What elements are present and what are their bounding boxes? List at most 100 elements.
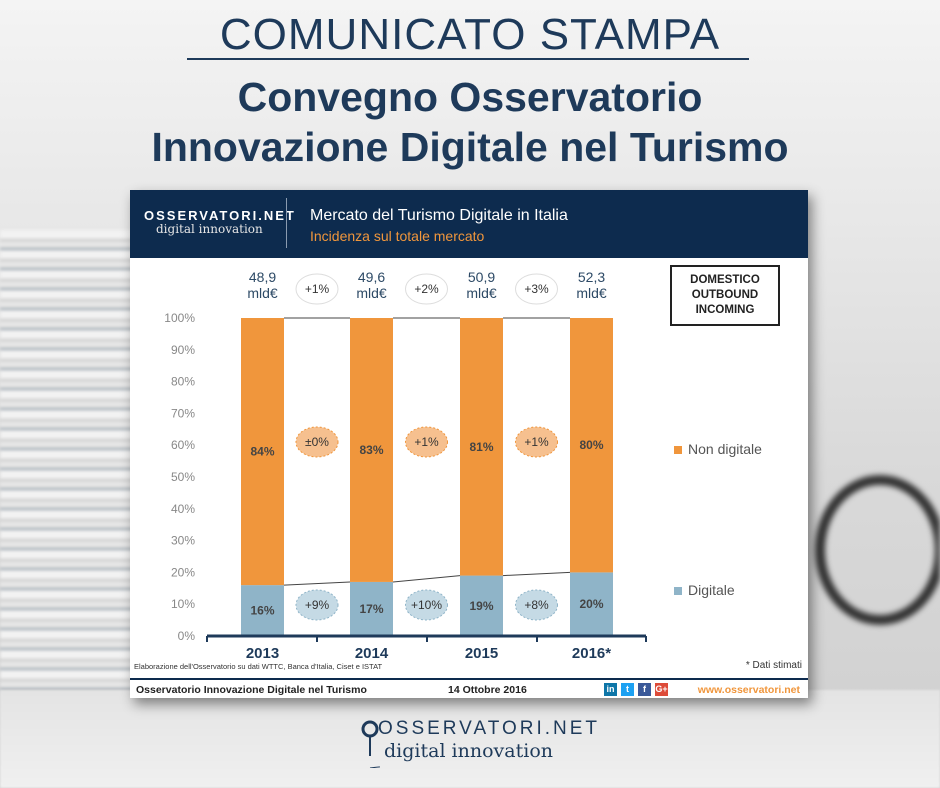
data-label-non-digitale: 84%: [250, 445, 274, 459]
background-paper: [0, 690, 940, 788]
y-tick-label: 30%: [171, 534, 195, 548]
total-unit: mld€: [247, 285, 278, 301]
non-digitale-growth-bubble: [295, 426, 339, 458]
bottom-logo-subtext: digital innovation: [384, 740, 553, 762]
x-tick-label: 2014: [355, 645, 389, 662]
digitale-growth-bubble: [405, 589, 448, 621]
y-tick-label: 60%: [171, 438, 195, 452]
background-newspapers: [0, 230, 140, 690]
bar-non-digitale: [350, 318, 393, 582]
data-label-non-digitale: 80%: [579, 438, 603, 452]
scope-outbound: OUTBOUND: [691, 289, 759, 301]
divider: [286, 198, 287, 248]
market-scope-box: DOMESTICO OUTBOUND INCOMING: [670, 265, 780, 326]
twitter-icon[interactable]: t: [621, 683, 634, 696]
bar-digitale: [241, 585, 284, 636]
data-label-digitale: 20%: [579, 597, 603, 611]
total-growth-bubble: [515, 273, 558, 305]
y-tick-label: 80%: [171, 375, 195, 389]
estimate-note: * Dati stimati: [745, 660, 802, 671]
pin-icon: [361, 720, 380, 768]
y-tick-label: 70%: [171, 406, 195, 420]
total-value: 49,6: [358, 269, 385, 285]
total-unit: mld€: [576, 285, 607, 301]
digitale-growth-label: +9%: [305, 598, 330, 612]
background-glasses: [815, 475, 940, 625]
connector-line: [502, 571, 571, 577]
legend-swatch: [674, 446, 682, 454]
bottom-logo-text: OSSERVATORI.NET: [378, 718, 601, 739]
scope-incoming: INCOMING: [695, 304, 755, 316]
digitale-growth-bubble: [295, 589, 339, 621]
chart-header: OSSERVATORI.NET digital innovation Merca…: [130, 190, 808, 258]
googleplus-icon[interactable]: G+: [655, 683, 668, 696]
bar-non-digitale: [241, 318, 284, 586]
legend-label: Digitale: [688, 582, 735, 598]
digitale-growth-bubble: [515, 589, 558, 621]
total-growth-bubble: [405, 273, 448, 305]
non-digitale-growth-bubble: [515, 426, 558, 458]
footer-event: Osservatorio Innovazione Digitale nel Tu…: [136, 684, 367, 696]
legend-swatch: [674, 587, 682, 595]
title-underline: [187, 58, 749, 60]
data-label-digitale: 19%: [469, 599, 493, 613]
chart-plot: 0% 10% 20% 30% 40% 50% 60% 70% 80% 90% 100% 16% 84% 4…: [164, 269, 647, 662]
bottom-logo: OSSERVATORI.NET digital innovation: [360, 718, 600, 778]
card-footer: Osservatorio Innovazione Digitale nel Tu…: [130, 678, 808, 698]
press-release-label: COMUNICATO STAMPA: [219, 10, 721, 59]
total-unit: mld€: [466, 285, 497, 301]
y-tick-label: 90%: [171, 343, 195, 357]
total-unit: mld€: [356, 285, 387, 301]
x-tick-label: 2016*: [572, 645, 611, 662]
total-growth-bubble: [295, 273, 339, 305]
bar-non-digitale: [570, 318, 613, 573]
connector-line: [392, 575, 461, 583]
non-digitale-growth-label: ±0%: [305, 435, 329, 449]
legend-digitale: Digitale: [674, 582, 735, 598]
digitale-growth-label: +8%: [524, 598, 549, 612]
data-label-non-digitale: 83%: [359, 443, 383, 457]
data-label-digitale: 17%: [359, 602, 383, 616]
source-note: Elaborazione dell'Osservatorio su dati W…: [134, 662, 383, 671]
y-tick-label: 0%: [178, 629, 196, 643]
bar-non-digitale: [460, 318, 503, 576]
logo-text: OSSERVATORI.NET: [144, 208, 296, 223]
data-label-non-digitale: 81%: [469, 440, 493, 454]
legend-non-digitale: Non digitale: [674, 441, 762, 457]
total-value: 48,9: [249, 269, 276, 285]
bar-digitale: [570, 572, 613, 636]
linkedin-icon[interactable]: in: [604, 683, 617, 696]
digitale-growth-label: +10%: [411, 598, 442, 612]
total-growth-label: +2%: [414, 282, 439, 296]
legend-label: Non digitale: [688, 441, 762, 457]
connector-line: [283, 581, 351, 586]
website-link[interactable]: www.osservatori.net: [697, 684, 800, 696]
total-growth-label: +3%: [524, 282, 549, 296]
chart-card: OSSERVATORI.NET digital innovation Merca…: [130, 190, 808, 698]
chart-subtitle: Incidenza sul totale mercato: [310, 228, 485, 244]
data-label-digitale: 16%: [250, 604, 274, 618]
logo-subtext: digital innovation: [156, 222, 263, 236]
bar-digitale: [350, 581, 393, 636]
x-tick-label: 2013: [246, 645, 279, 662]
page-title: Convegno Osservatorio Innovazione Digita…: [0, 72, 940, 172]
facebook-icon[interactable]: f: [638, 683, 651, 696]
y-tick-label: 100%: [164, 311, 195, 325]
chart-title: Mercato del Turismo Digitale in Italia: [310, 207, 568, 224]
bar-digitale: [460, 575, 503, 636]
y-tick-label: 10%: [171, 597, 195, 611]
title-line-1: Convegno Osservatorio: [237, 74, 703, 120]
title-line-2: Innovazione Digitale nel Turismo: [151, 124, 789, 170]
total-value: 52,3: [578, 269, 605, 285]
total-value: 50,9: [468, 269, 495, 285]
y-tick-label: 40%: [171, 502, 195, 516]
x-tick-label: 2015: [465, 645, 498, 662]
non-digitale-growth-bubble: [405, 426, 448, 458]
total-growth-label: +1%: [305, 282, 330, 296]
y-tick-label: 20%: [171, 565, 195, 579]
non-digitale-growth-label: +1%: [524, 435, 549, 449]
non-digitale-growth-label: +1%: [414, 435, 439, 449]
y-tick-label: 50%: [171, 470, 195, 484]
scope-domestico: DOMESTICO: [690, 274, 760, 286]
footer-date: 14 Ottobre 2016: [448, 684, 527, 696]
